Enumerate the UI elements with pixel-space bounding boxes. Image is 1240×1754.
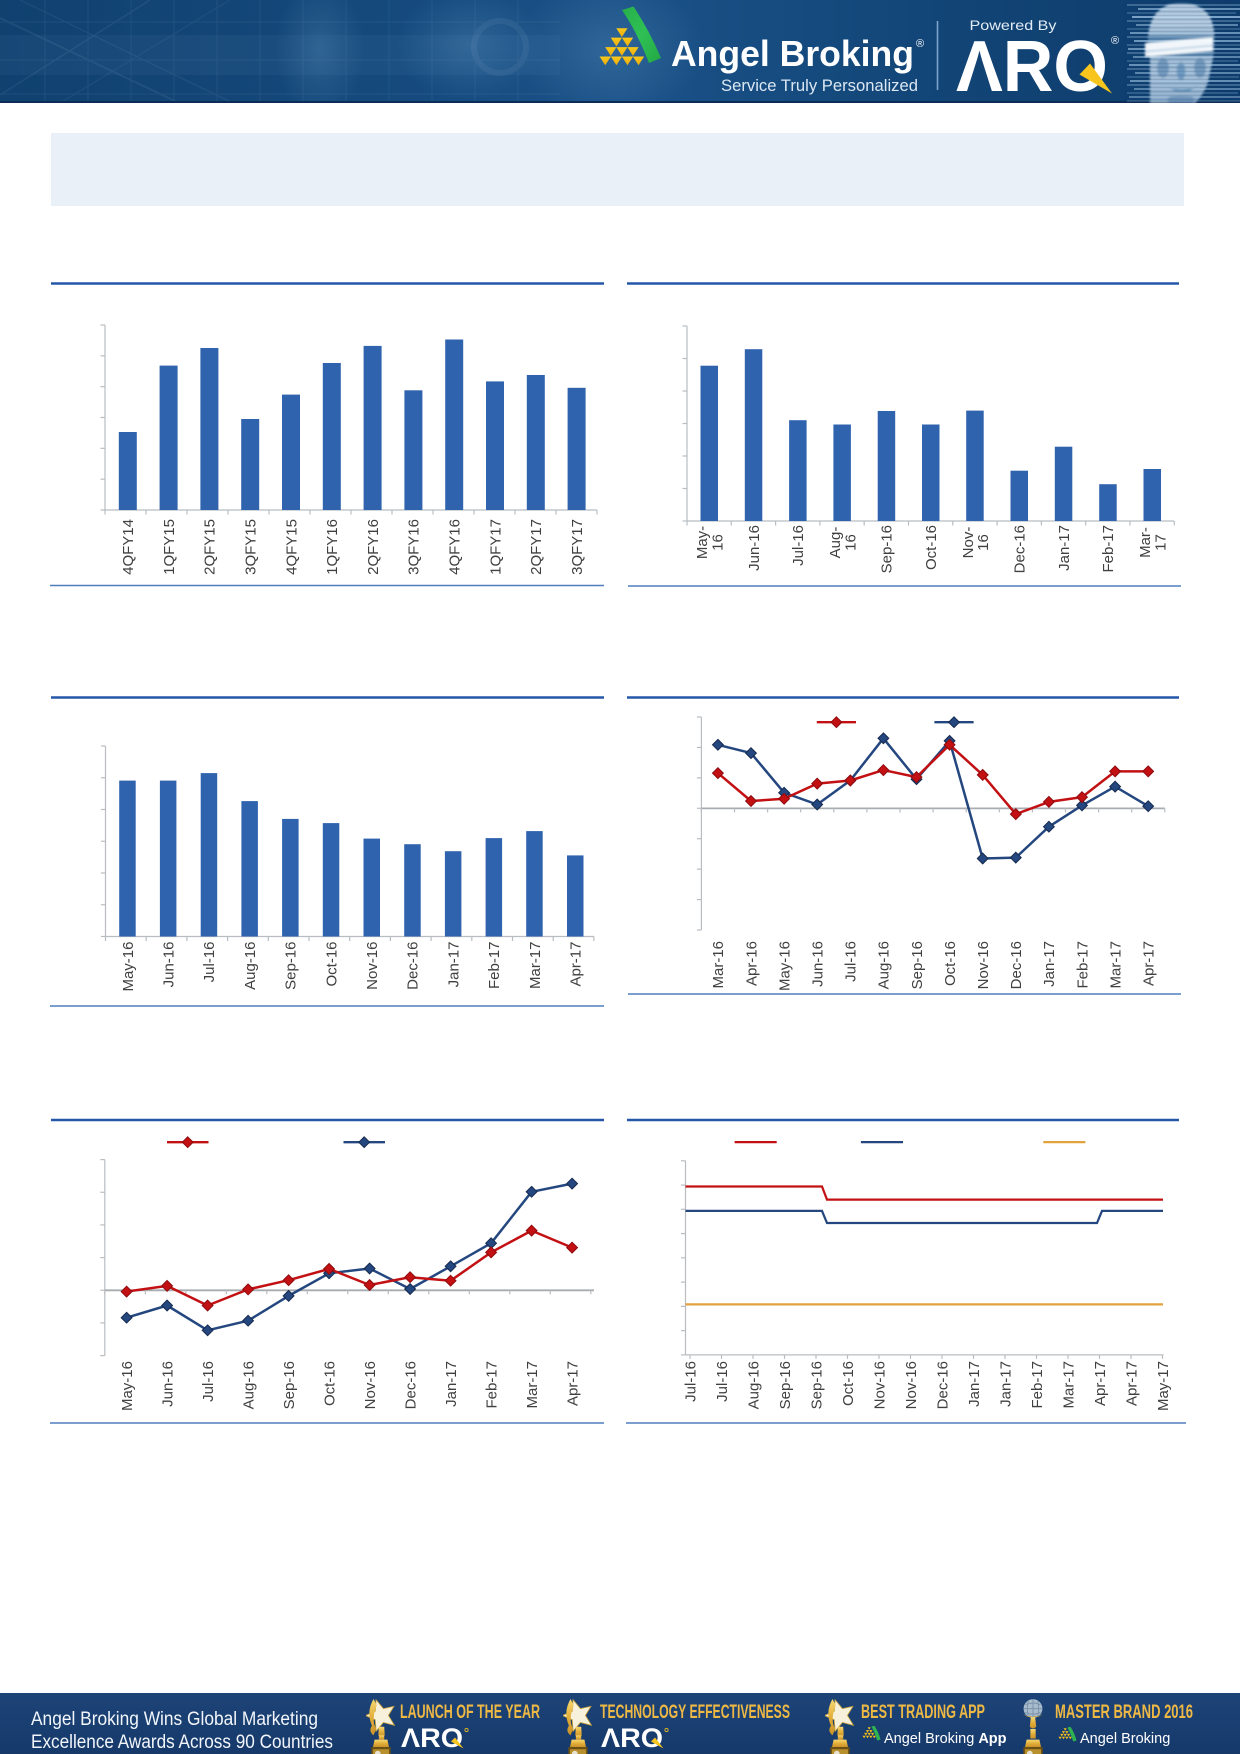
svg-text:16: 16 [842,534,859,551]
svg-text:Feb-17: Feb-17 [486,942,503,990]
svg-text:Dec-16: Dec-16 [1008,941,1025,989]
svg-text:Nov-16: Nov-16 [975,941,992,989]
svg-text:Jul-16: Jul-16 [790,525,807,566]
svg-text:Angel Broking: Angel Broking [671,33,914,74]
svg-text:®: ® [916,38,924,50]
svg-text:May-: May- [694,526,711,559]
svg-text:Feb-17: Feb-17 [1074,941,1091,989]
svg-text:Aug-: Aug- [827,527,844,559]
svg-text:Excellence Awards Across 90 Co: Excellence Awards Across 90 Countries [31,1732,333,1753]
svg-text:Jun-16: Jun-16 [159,1361,176,1407]
svg-text:Angel Broking App: Angel Broking App [884,1731,1007,1747]
svg-text:®: ® [1111,35,1119,47]
svg-text:Nov-16: Nov-16 [871,1361,888,1409]
svg-text:Oct-16: Oct-16 [923,525,940,570]
svg-text:Sep-16: Sep-16 [777,1361,794,1409]
svg-text:Jan-17: Jan-17 [966,1361,983,1407]
svg-text:Mar-17: Mar-17 [524,1361,541,1409]
svg-text:Sep-16: Sep-16 [808,1361,825,1409]
svg-text:Mar-17: Mar-17 [1107,941,1124,989]
svg-text:Angel Broking Wins Global Mark: Angel Broking Wins Global Marketing [31,1709,318,1730]
svg-text:Oct-16: Oct-16 [840,1361,857,1406]
svg-text:1QFY16: 1QFY16 [324,519,341,575]
svg-text:Sep-16: Sep-16 [879,525,896,573]
svg-text:2QFY17: 2QFY17 [528,519,545,575]
svg-text:ΛRO: ΛRO [601,1723,663,1753]
svg-text:3QFY15: 3QFY15 [243,519,260,575]
svg-text:Mar-: Mar- [1137,527,1154,558]
svg-text:16: 16 [709,534,726,551]
svg-text:Oct-16: Oct-16 [942,941,959,986]
svg-text:Apr-17: Apr-17 [1092,1361,1109,1406]
svg-text:1QFY17: 1QFY17 [487,519,504,575]
svg-text:May-16: May-16 [119,1361,136,1411]
svg-text:BEST TRADING APP: BEST TRADING APP [861,1702,985,1723]
svg-text:4QFY16: 4QFY16 [447,519,464,575]
svg-text:ΛRO: ΛRO [956,27,1108,103]
svg-text:Dec-16: Dec-16 [1012,525,1029,573]
svg-text:Aug-16: Aug-16 [240,1361,257,1409]
svg-text:Angel Broking: Angel Broking [1080,1731,1170,1747]
svg-text:Sep-16: Sep-16 [283,942,300,990]
svg-text:TECHNOLOGY EFFECTIVENESS: TECHNOLOGY EFFECTIVENESS [600,1702,790,1723]
svg-text:Dec-16: Dec-16 [402,1361,419,1409]
svg-text:Aug-16: Aug-16 [745,1361,762,1409]
svg-text:Jan-17: Jan-17 [1056,525,1073,571]
svg-text:Dec-16: Dec-16 [405,942,422,990]
svg-text:Feb-17: Feb-17 [483,1361,500,1409]
svg-text:16: 16 [975,534,992,551]
svg-text:2QFY16: 2QFY16 [365,519,382,575]
svg-text:Jan-17: Jan-17 [997,1361,1014,1407]
svg-text:Mar-17: Mar-17 [527,942,544,990]
svg-text:Mar-16: Mar-16 [710,941,727,989]
svg-text:17: 17 [1152,534,1169,551]
svg-text:Apr-17: Apr-17 [564,1361,581,1406]
svg-text:Nov-16: Nov-16 [362,1361,379,1409]
svg-text:Aug-16: Aug-16 [876,941,893,989]
svg-text:4QFY14: 4QFY14 [120,519,137,575]
svg-text:Apr-16: Apr-16 [743,941,760,986]
svg-text:Nov-: Nov- [960,527,977,559]
svg-text:Oct-16: Oct-16 [323,942,340,987]
svg-text:Jan-17: Jan-17 [1041,941,1058,987]
svg-text:Jun-16: Jun-16 [810,941,827,987]
svg-text:Apr-17: Apr-17 [1141,941,1158,986]
svg-text:4QFY15: 4QFY15 [283,519,300,575]
svg-text:Dec-16: Dec-16 [934,1361,951,1409]
svg-text:Jul-16: Jul-16 [200,1361,217,1402]
svg-text:Powered By: Powered By [970,17,1057,33]
svg-text:MASTER BRAND 2016: MASTER BRAND 2016 [1055,1702,1193,1723]
svg-text:Nov-16: Nov-16 [364,942,381,990]
svg-text:ΛRO: ΛRO [401,1723,463,1753]
svg-text:May-17: May-17 [1155,1361,1172,1411]
svg-text:LAUNCH OF THE YEAR: LAUNCH OF THE YEAR [400,1702,540,1723]
svg-text:2QFY15: 2QFY15 [202,519,219,575]
svg-text:Sep-16: Sep-16 [909,941,926,989]
svg-text:May-16: May-16 [120,942,137,992]
svg-text:May-16: May-16 [776,941,793,991]
svg-text:Nov-16: Nov-16 [903,1361,920,1409]
svg-text:Aug-16: Aug-16 [242,942,259,990]
svg-text:Service Truly Personalized: Service Truly Personalized [721,77,918,95]
svg-text:Jul-16: Jul-16 [682,1361,699,1402]
svg-text:Feb-17: Feb-17 [1029,1361,1046,1409]
svg-text:Jan-17: Jan-17 [445,942,462,988]
svg-text:Jun-16: Jun-16 [161,942,178,988]
svg-text:Sep-16: Sep-16 [281,1361,298,1409]
svg-text:Jan-17: Jan-17 [443,1361,460,1407]
svg-text:Oct-16: Oct-16 [321,1361,338,1406]
svg-text:Mar-17: Mar-17 [1060,1361,1077,1409]
svg-text:1QFY15: 1QFY15 [161,519,178,575]
svg-text:Jun-16: Jun-16 [746,525,763,571]
svg-text:Jul-16: Jul-16 [843,941,860,982]
svg-text:Jul-16: Jul-16 [714,1361,731,1402]
svg-text:3QFY16: 3QFY16 [406,519,423,575]
svg-text:Jul-16: Jul-16 [201,942,218,983]
svg-text:3QFY17: 3QFY17 [569,519,586,575]
svg-text:Apr-17: Apr-17 [1123,1361,1140,1406]
svg-text:Feb-17: Feb-17 [1100,525,1117,573]
svg-text:Apr-17: Apr-17 [568,942,585,987]
